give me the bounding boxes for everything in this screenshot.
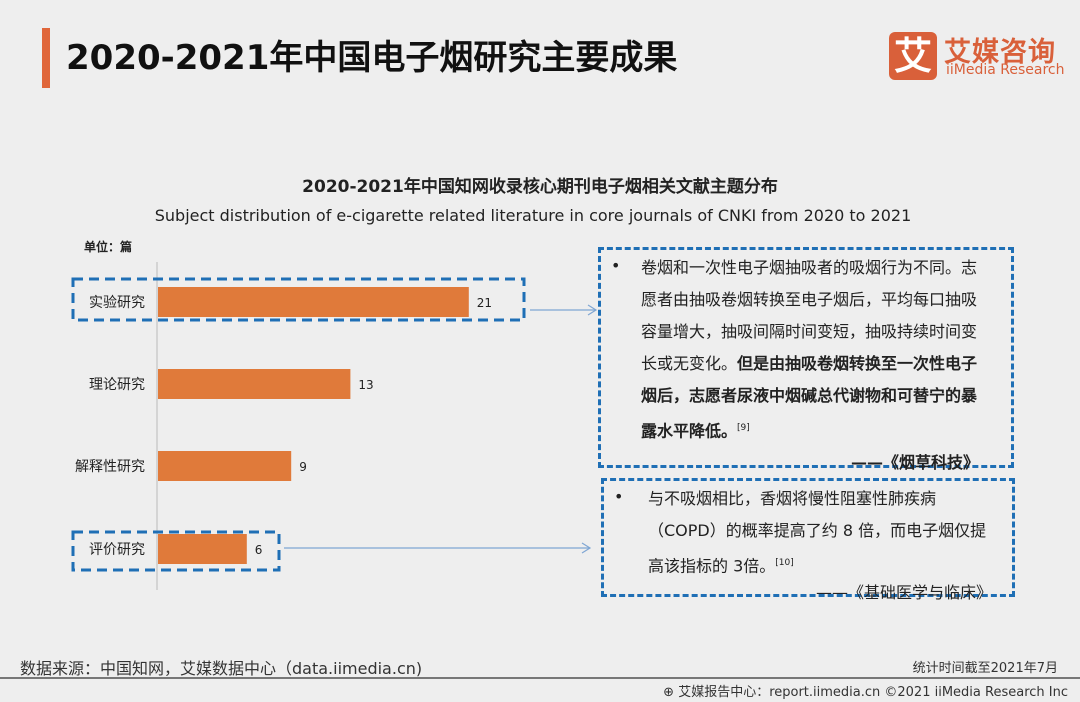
bar <box>158 451 292 481</box>
copyright-text: 艾媒报告中心：report.iimedia.cn ©2021 iiMedia R… <box>678 685 1068 700</box>
callout-source: ——《烟草科技》 <box>850 453 979 473</box>
page-title: 2020-2021年中国电子烟研究主要成果 <box>66 38 678 78</box>
logo-text-en: iiMedia Research <box>946 62 1065 78</box>
arrow-head-icon <box>587 304 598 316</box>
bar <box>158 534 247 564</box>
logo-text-cn: 艾媒咨询 <box>944 37 1056 68</box>
footer-divider <box>0 677 1080 679</box>
bullet: • <box>614 487 624 506</box>
callout-box-1: • 卷烟和一次性电子烟抽吸者的吸烟行为不同。志愿者由抽吸卷烟转换至电子烟后，平均… <box>598 247 1014 472</box>
callout-text-bold: 但是由抽吸卷烟转换至一次性电子烟后，志愿者尿液中烟碱总代谢物和可替宁的暴露水平降… <box>641 354 978 441</box>
callout-box-2: • 与不吸烟相比，香烟将慢性阻塞性肺疾病（COPD）的概率提高了约 8 倍，而电… <box>601 478 1015 602</box>
footer-copyright: ⊕ 艾媒报告中心：report.iimedia.cn ©2021 iiMedia… <box>663 681 1068 700</box>
highlight-box-evaluation <box>71 530 281 572</box>
bar <box>158 287 469 317</box>
arrow-head-icon <box>581 542 592 554</box>
category-label: 评价研究 <box>89 542 145 558</box>
category-label: 理论研究 <box>89 377 145 393</box>
title-accent-bar <box>42 28 50 88</box>
category-label: 解释性研究 <box>75 459 145 475</box>
bullet: • <box>611 256 621 275</box>
stats-date: 统计时间截至2021年7月 <box>912 661 1058 676</box>
logo-mark: 艾 <box>889 32 937 80</box>
callout-text: 与不吸烟相比，香烟将慢性阻塞性肺疾病（COPD）的概率提高了约 8 倍，而电子烟… <box>648 489 987 576</box>
data-source: 数据来源：中国知网，艾媒数据中心（data.iimedia.cn) <box>20 659 423 678</box>
category-label: 实验研究 <box>89 295 145 311</box>
value-label: 6 <box>255 543 263 557</box>
value-label: 13 <box>358 378 373 392</box>
bar <box>158 369 351 399</box>
unit-label: 单位：篇 <box>84 240 133 254</box>
callout-text: 卷烟和一次性电子烟抽吸者的吸烟行为不同。志愿者由抽吸卷烟转换至电子烟后，平均每口… <box>641 258 978 373</box>
reference: [10] <box>775 558 794 568</box>
reference: [9] <box>737 423 750 433</box>
highlight-box-experimental <box>71 277 526 322</box>
chart-title: 2020-2021年中国知网收录核心期刊电子烟相关文献主题分布 <box>302 177 778 197</box>
callout-source: ——《基础医学与临床》 <box>815 583 992 603</box>
chart-subtitle: Subject distribution of e-cigarette rela… <box>154 206 912 225</box>
value-label: 9 <box>299 460 307 474</box>
globe-icon: ⊕ <box>663 685 679 700</box>
value-label: 21 <box>477 296 492 310</box>
